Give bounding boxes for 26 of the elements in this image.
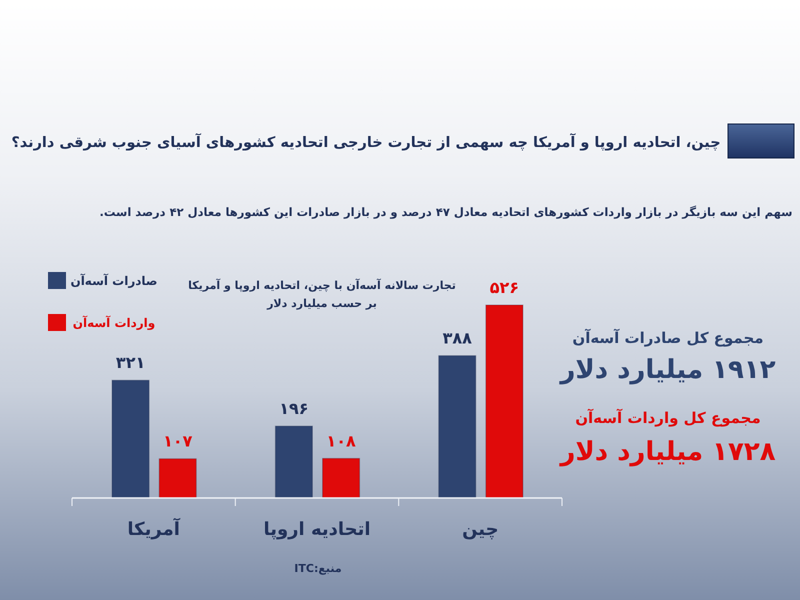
text: مجموع کل واردات آسه‌آن	[575, 408, 761, 427]
data-label: ۵۲۶	[490, 278, 520, 297]
bar	[485, 304, 524, 498]
x-tick-label: آمریکا	[127, 517, 181, 540]
chart-title: چین، اتحادیه اروپا و آمریکا چه سهمی از تجارت خارجی اتحادیه کشورهای آسیای جنوب شرقی دارند؟	[11, 133, 721, 151]
text: تجارت سالانه آسه‌آن با چین، اتحادیه اروپا و آمریکا	[188, 278, 456, 292]
bar	[322, 458, 360, 498]
legend-label: صادرات آسه‌آن	[70, 273, 158, 288]
chart-subtitle: سهم این سه بازیگر در بازار واردات کشورهای اتحادیه معادل ۴۷ درصد و در بازار صادرات این کشورها معادل ۴۲ درصد است.	[100, 205, 792, 219]
data-label: ۱۰۷	[163, 432, 193, 451]
bar	[112, 380, 150, 498]
bar	[274, 426, 313, 498]
x-tick-label: چین	[462, 519, 499, 540]
legend-label: واردات آسه‌آن	[72, 315, 156, 330]
annotation: ۱۷۲۸ میلیارد دلار	[558, 437, 776, 467]
data-label: ۳۲۱	[116, 353, 146, 372]
data-label: ۳۸۸	[442, 328, 472, 348]
annotation: بر حسب میلیارد دلار	[266, 297, 377, 310]
bar	[158, 458, 197, 498]
bar	[438, 355, 476, 498]
text: مجموع کل صادرات آسه‌آن	[572, 328, 764, 347]
annotation: ۱۹۱۲ میلیارد دلار	[558, 355, 776, 385]
x-tick-label: اتحادیه اروپا	[263, 519, 371, 540]
data-label: ۱۰۸	[326, 431, 356, 450]
data-label: ۱۹۶	[279, 399, 309, 418]
text: منبع:ITC	[294, 562, 342, 575]
